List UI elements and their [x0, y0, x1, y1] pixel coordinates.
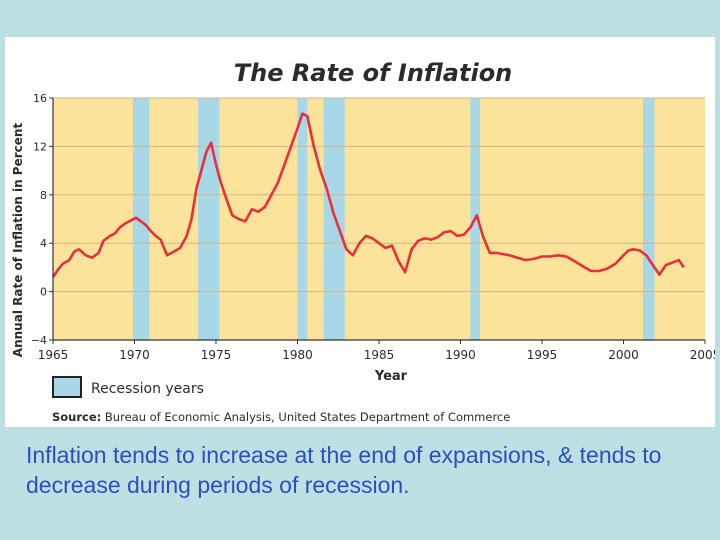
x-tick-label: 2005: [690, 348, 715, 362]
inflation-chart: −4 0 4 8 12 16 1965 1970 1975 1980 1985 1990 1995 200…: [11, 59, 715, 424]
recession-band: [323, 98, 345, 340]
legend-label: Recession years: [91, 381, 204, 397]
recession-band: [198, 98, 220, 340]
y-tick-label: 0: [40, 286, 47, 299]
x-tick-label: 1990: [445, 348, 476, 362]
x-tick-label: 2000: [608, 348, 639, 362]
x-tick-label: 1965: [38, 348, 69, 362]
x-axis-label: Year: [374, 369, 408, 384]
x-tick-label: 1995: [527, 348, 558, 362]
y-tick-label: 8: [40, 189, 47, 202]
chart-title: The Rate of Inflation: [234, 59, 513, 87]
recession-band: [132, 98, 150, 340]
y-tick-label: 12: [33, 140, 47, 153]
x-tick-label: 1975: [201, 348, 232, 362]
legend-swatch: [52, 376, 82, 398]
recession-band: [643, 98, 655, 340]
y-tick-label: 16: [33, 92, 47, 105]
x-tick-label: 1980: [282, 348, 313, 362]
x-tick-label: 1970: [119, 348, 150, 362]
y-axis-label: Annual Rate of Inflation in Percent: [11, 123, 25, 358]
chart-caption: Inflation tends to increase at the end o…: [26, 442, 662, 498]
source-label: Source:: [52, 410, 101, 424]
y-tick-label: 4: [40, 237, 47, 250]
x-tick-label: 1985: [364, 348, 395, 362]
recession-band: [297, 98, 308, 340]
source-text: Bureau of Economic Analysis, United Stat…: [105, 410, 510, 424]
plot-area: [53, 98, 705, 340]
source-note: Source: Bureau of Economic Analysis, Uni…: [52, 410, 510, 424]
inflation-line: [51, 112, 685, 278]
chart-panel: −4 0 4 8 12 16 1965 1970 1975 1980 1985 1990 1995 200…: [5, 37, 715, 427]
y-tick-label: −4: [31, 334, 47, 347]
